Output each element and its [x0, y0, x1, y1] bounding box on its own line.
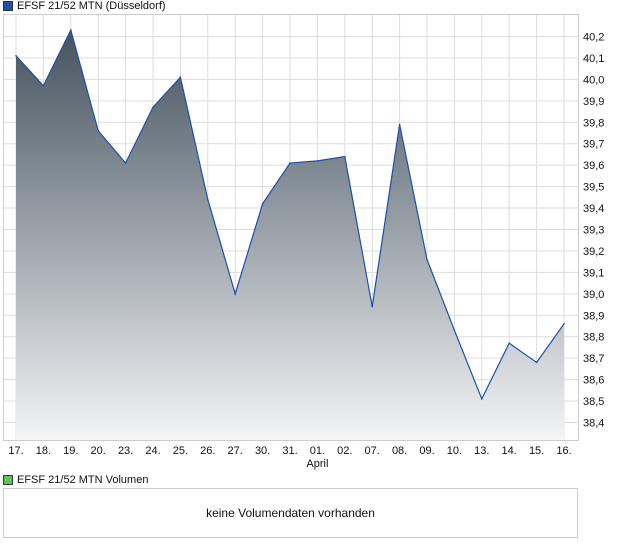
- y-tick-label: 39,8: [583, 117, 604, 129]
- y-tick-label: 39,2: [583, 246, 604, 258]
- data-point: [316, 160, 319, 162]
- data-point: [70, 29, 72, 31]
- x-tick-label: 09.: [419, 445, 434, 457]
- x-tick-label: 07.: [365, 445, 380, 457]
- y-tick-label: 38,7: [583, 353, 604, 365]
- x-tick-label: 26.: [200, 445, 215, 457]
- x-tick-label: 31.: [282, 445, 297, 457]
- y-tick-label: 40,2: [583, 32, 604, 44]
- data-point: [97, 130, 99, 132]
- data-point: [179, 76, 182, 79]
- data-point: [344, 155, 346, 158]
- data-point: [207, 198, 209, 201]
- y-tick-label: 38,8: [583, 332, 604, 344]
- y-tick-label: 39,7: [583, 139, 604, 151]
- data-point: [426, 258, 428, 261]
- data-point: [124, 162, 127, 164]
- data-point: [261, 202, 264, 205]
- x-tick-label: 15.: [529, 445, 544, 457]
- price-legend-label: EFSF 21/52 MTN (Düsseldorf): [17, 0, 166, 12]
- x-tick-label: 27.: [228, 445, 243, 457]
- x-tick-label: 30.: [255, 445, 270, 457]
- data-point: [398, 123, 401, 126]
- data-point: [371, 305, 374, 308]
- x-tick-label: 08.: [392, 445, 407, 457]
- x-tick-label: 19.: [63, 445, 78, 457]
- x-tick-label: 18.: [36, 445, 51, 457]
- data-point: [535, 361, 538, 364]
- data-point: [289, 162, 291, 164]
- y-tick-label: 39,1: [583, 267, 604, 279]
- volume-legend-label: EFSF 21/52 MTN Volumen: [17, 474, 149, 486]
- y-tick-label: 39,4: [583, 203, 604, 215]
- x-tick-label: 01.: [310, 445, 325, 457]
- x-tick-label: 17.: [8, 445, 23, 457]
- volume-legend-swatch: [3, 475, 13, 485]
- y-tick-label: 39,6: [583, 160, 604, 172]
- x-tick-label: 10.: [447, 445, 462, 457]
- y-tick-label: 39,9: [583, 96, 604, 108]
- y-tick-label: 38,9: [583, 310, 604, 322]
- y-tick-label: 38,6: [583, 375, 604, 387]
- data-point: [152, 106, 154, 109]
- data-point: [42, 85, 45, 87]
- y-tick-label: 40,1: [583, 53, 604, 65]
- x-tick-label: 14.: [502, 445, 517, 457]
- price-chart: 40,2 40,1 40,0 39,9 39,8 39,7 39,6 39,5 39,4 39,3…: [3, 14, 604, 470]
- y-tick-label: 39,5: [583, 182, 604, 194]
- y-tick-label: 40,0: [583, 74, 604, 86]
- data-point: [563, 323, 565, 325]
- y-tick-label: 38,5: [583, 396, 604, 408]
- price-legend-swatch: [3, 1, 13, 11]
- volume-legend: EFSF 21/52 MTN Volumen: [3, 474, 148, 486]
- x-tick-label: 25.: [173, 445, 188, 457]
- price-legend: EFSF 21/52 MTN (Düsseldorf): [3, 0, 166, 12]
- y-tick-label: 39,0: [583, 289, 604, 301]
- x-tick-label: 16.: [556, 445, 571, 457]
- price-area: [16, 30, 564, 440]
- y-tick-label: 38,4: [583, 418, 604, 430]
- data-point: [453, 329, 456, 332]
- x-tick-label: 20.: [91, 445, 106, 457]
- volume-empty-message: keine Volumendaten vorhanden: [206, 506, 375, 520]
- data-point: [481, 398, 483, 400]
- data-point: [508, 342, 511, 344]
- x-tick-label: 13.: [474, 445, 489, 457]
- volume-panel: keine Volumendaten vorhanden: [3, 488, 578, 538]
- x-tick-label: 02.: [337, 445, 352, 457]
- x-tick-label: 23.: [118, 445, 133, 457]
- data-point: [15, 55, 17, 57]
- y-tick-label: 39,3: [583, 225, 604, 237]
- x-month-label: April: [306, 458, 328, 470]
- x-tick-label: 24.: [145, 445, 160, 457]
- data-point: [234, 293, 236, 295]
